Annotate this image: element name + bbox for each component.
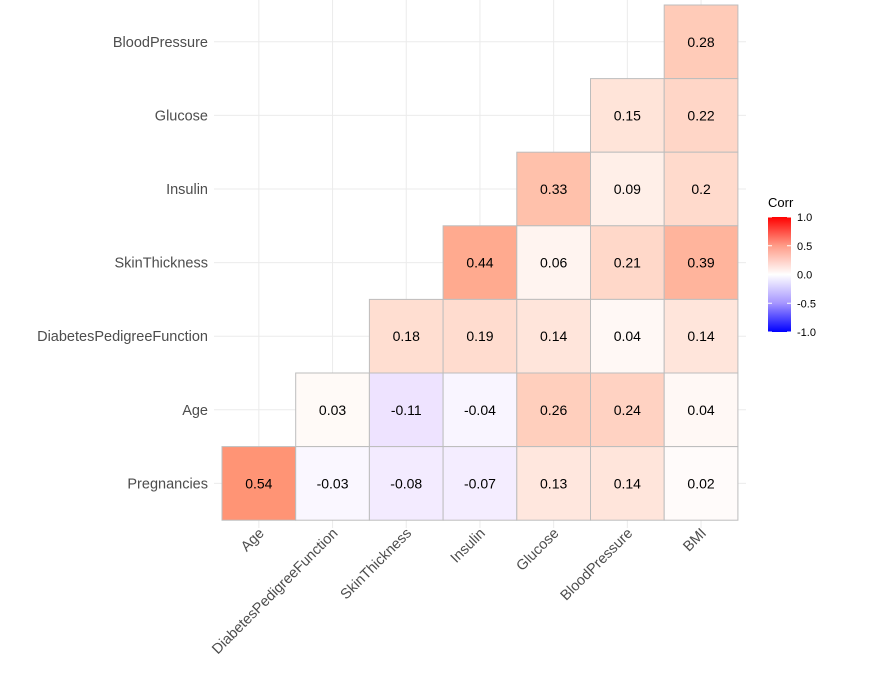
- heatmap-cell: [368, 298, 444, 374]
- y-tick-label: Pregnancies: [127, 476, 208, 492]
- cell-value-label: 0.26: [540, 402, 567, 418]
- heatmap-cell: [590, 151, 665, 227]
- cell-value-label: -0.07: [464, 475, 496, 491]
- heatmap-cell: [295, 372, 370, 448]
- heatmap-cell: [590, 78, 665, 153]
- cell-value-label: 0.21: [614, 255, 641, 271]
- heatmap-cell: [368, 446, 444, 521]
- cell-value-label: 0.15: [614, 107, 641, 123]
- legend-tick-label: -0.5: [797, 298, 816, 310]
- heatmap-cell: [663, 298, 739, 374]
- cell-value-label: 0.28: [687, 34, 714, 50]
- legend-tick-label: -1.0: [797, 327, 816, 339]
- cell-value-label: -0.03: [317, 475, 349, 491]
- y-tick-label: Insulin: [166, 182, 208, 198]
- y-tick-label: Age: [182, 403, 208, 419]
- heatmap-cell: [590, 225, 665, 300]
- x-tick-label: BloodPressure: [558, 526, 637, 605]
- heatmap-cells: 0.28 0.15 0.22 0.33 0.09 0.2 0.44 0.06 0.21 0.39 0…: [221, 4, 739, 521]
- cell-value-label: 0.24: [614, 402, 641, 418]
- cell-value-label: 0.54: [245, 475, 272, 491]
- legend-tick-label: 0.5: [797, 241, 812, 253]
- y-axis-labels: BloodPressure Glucose Insulin SkinThickness…: [37, 35, 208, 493]
- cell-value-label: 0.13: [540, 475, 567, 491]
- legend-tick-label: 1.0: [797, 212, 812, 224]
- heatmap-cell: [663, 4, 739, 80]
- cell-value-label: -0.08: [390, 475, 422, 491]
- cell-value-label: 0.04: [687, 402, 714, 418]
- x-tick-label: Glucose: [514, 526, 563, 575]
- y-tick-label: SkinThickness: [115, 256, 208, 272]
- heatmap-cell: [590, 446, 665, 521]
- cell-value-label: 0.33: [540, 181, 567, 197]
- cell-value-label: 0.14: [687, 328, 714, 344]
- heatmap-cell: [516, 372, 591, 448]
- heatmap-cell: [442, 225, 518, 300]
- heatmap-cell: [663, 151, 739, 227]
- cell-value-label: 0.14: [614, 475, 641, 491]
- cell-value-label: 0.18: [393, 328, 420, 344]
- heatmap-cell: [663, 372, 739, 448]
- y-tick-label: Glucose: [155, 108, 208, 124]
- heatmap-cell: [516, 446, 591, 521]
- cell-value-label: -0.11: [391, 402, 422, 418]
- x-tick-label: DiabetesPedigreeFunction: [209, 526, 341, 658]
- heatmap-cell: [663, 446, 739, 521]
- cell-value-label: 0.04: [614, 328, 641, 344]
- cell-value-label: 0.19: [466, 328, 493, 344]
- heatmap-cell: [663, 225, 739, 300]
- heatmap-cell: [516, 151, 591, 227]
- cell-value-label: 0.44: [466, 255, 493, 271]
- legend-colorbar: [768, 217, 791, 332]
- cell-value-label: 0.02: [687, 475, 714, 491]
- x-tick-label: BMI: [680, 526, 710, 556]
- heatmap-cell: [516, 298, 591, 374]
- cell-value-label: 0.14: [540, 328, 567, 344]
- cell-value-label: 0.22: [687, 107, 714, 123]
- cell-value-label: 0.09: [614, 181, 641, 197]
- legend-tick-label: 0.0: [797, 270, 812, 282]
- cell-value-label: 0.03: [319, 402, 346, 418]
- y-tick-label: BloodPressure: [113, 35, 208, 51]
- x-axis-labels: AgeDiabetesPedigreeFunctionSkinThickness…: [209, 526, 710, 658]
- cell-value-label: 0.06: [540, 255, 567, 271]
- cell-value-label: -0.04: [464, 402, 496, 418]
- cell-value-label: 0.2: [691, 181, 711, 197]
- y-tick-label: DiabetesPedigreeFunction: [37, 329, 208, 345]
- x-tick-label: SkinThickness: [338, 526, 415, 603]
- legend: Corr 1.0 0.5 0.0 -0.5 -1.0: [768, 195, 816, 339]
- cell-value-label: 0.39: [687, 255, 714, 271]
- x-tick-label: Age: [238, 526, 268, 556]
- legend-title: Corr: [768, 195, 794, 210]
- x-tick-label: Insulin: [448, 526, 489, 567]
